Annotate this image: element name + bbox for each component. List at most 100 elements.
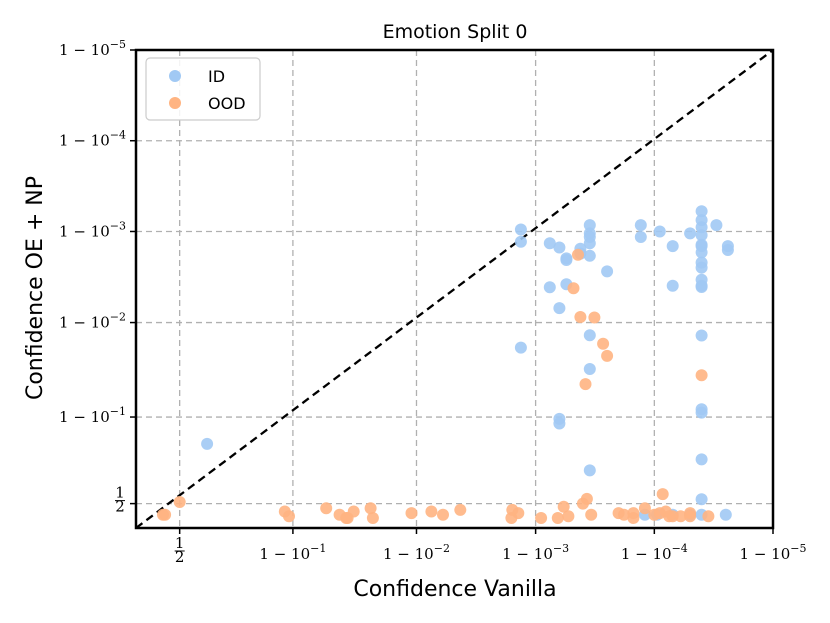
legend: ID OOD [145, 57, 261, 121]
ood-point [405, 507, 418, 520]
id-point [695, 281, 708, 293]
id-point [695, 493, 708, 506]
ood-point [684, 510, 697, 523]
ood-point [454, 503, 467, 516]
id-point [653, 225, 666, 238]
id-point [583, 249, 596, 262]
id-point [583, 363, 596, 375]
ood-point [579, 378, 592, 391]
x-tick-label: 12 [174, 534, 185, 566]
ood-point [283, 510, 295, 523]
ood-point [159, 508, 172, 521]
id-point [601, 265, 614, 278]
svg-text:1 − 10−5: 1 − 10−5 [740, 542, 807, 563]
id-point [514, 341, 527, 354]
id-point [695, 261, 708, 274]
x-tick-label: 1 − 10−5 [740, 542, 807, 563]
ood-point [627, 512, 640, 524]
id-point [710, 219, 723, 232]
id-point [695, 246, 708, 259]
grid-lines [136, 50, 773, 528]
ood-point [638, 502, 651, 515]
ood-point [585, 508, 598, 521]
ood-point [366, 512, 379, 524]
ood-point [425, 505, 438, 518]
ood-point [618, 508, 630, 521]
id-point [719, 508, 732, 521]
id-point [721, 244, 734, 256]
ood-point [535, 512, 548, 524]
y-tick-label: 1 − 10−1 [59, 405, 126, 426]
id-point [583, 219, 596, 232]
id-point [666, 279, 679, 292]
id-point [695, 406, 708, 419]
x-axis-ticks: 12 1 − 10−1 1 − 10−2 1 − 10−3 1 − 10−4 1 − 10… [174, 528, 807, 566]
ood-point [506, 503, 519, 516]
y-tick-label: 1 − 10−4 [59, 129, 126, 150]
id-point [695, 329, 708, 342]
id-point [560, 254, 573, 266]
id-point [514, 235, 527, 248]
chart-title: Emotion Split 0 [383, 21, 528, 43]
svg-text:1: 1 [175, 534, 185, 552]
svg-text:2: 2 [175, 548, 185, 566]
svg-text:1 − 10−1: 1 − 10−1 [259, 542, 326, 563]
id-point [553, 302, 566, 315]
ood-point [580, 492, 593, 505]
svg-text:1 − 10−3: 1 − 10−3 [502, 542, 569, 563]
svg-text:1 − 10−2: 1 − 10−2 [383, 542, 450, 563]
id-point [695, 229, 708, 242]
id-point [695, 205, 708, 218]
ood-point [597, 337, 610, 350]
x-tick-label: 1 − 10−4 [621, 542, 688, 563]
x-tick-label: 1 − 10−1 [259, 542, 326, 563]
ood-point [588, 311, 601, 324]
y-axis-ticks: 12 1 − 10−1 1 − 10−2 1 − 10−3 1 − 10−4 1 − 10… [59, 38, 136, 516]
svg-text:1 − 10−4: 1 − 10−4 [621, 542, 688, 563]
y-tick-label: 1 − 10−5 [59, 38, 126, 59]
id-point [553, 417, 566, 430]
id-point [684, 227, 697, 240]
id-point [583, 237, 596, 250]
id-point [583, 329, 596, 342]
id-point [553, 241, 566, 254]
ood-point [567, 282, 580, 295]
ood-point [557, 500, 570, 513]
data-points [157, 205, 734, 524]
ood-point [695, 369, 708, 382]
svg-text:1 − 10−5: 1 − 10−5 [59, 38, 126, 59]
y-tick-label: 1 − 10−3 [59, 219, 126, 240]
id-point [201, 437, 214, 450]
id-point [634, 231, 647, 243]
ood-point [572, 248, 584, 261]
ood-point [562, 510, 575, 523]
ood-point [656, 488, 669, 501]
svg-text:1: 1 [115, 484, 125, 502]
id-point [666, 240, 679, 253]
ood-point [320, 502, 333, 515]
ood-point [674, 510, 687, 523]
plot-frame [134, 48, 775, 530]
svg-text:1 − 10−3: 1 − 10−3 [59, 219, 126, 240]
svg-text:1 − 10−4: 1 − 10−4 [59, 129, 126, 150]
svg-text:1 − 10−2: 1 − 10−2 [59, 311, 126, 332]
x-tick-label: 1 − 10−2 [383, 542, 450, 563]
legend-marker-id [169, 70, 181, 82]
ood-point [437, 508, 449, 521]
ood-point [574, 311, 587, 323]
svg-text:1 − 10−1: 1 − 10−1 [59, 405, 126, 426]
y-tick-label: 12 [115, 484, 125, 516]
id-point [543, 237, 556, 250]
svg-text:2: 2 [115, 498, 125, 516]
x-axis-label: Confidence Vanilla [353, 577, 556, 602]
ood-point [663, 510, 676, 523]
ood-point [601, 349, 614, 362]
ood-point [347, 505, 360, 518]
id-point [514, 223, 527, 236]
y-axis-label: Confidence OE + NP [23, 176, 48, 400]
x-tick-label: 1 − 10−3 [502, 542, 569, 563]
diagonal-reference-line [135, 49, 774, 529]
id-point [543, 281, 556, 294]
y-tick-label: 1 − 10−2 [59, 311, 126, 332]
ood-point [551, 512, 564, 524]
